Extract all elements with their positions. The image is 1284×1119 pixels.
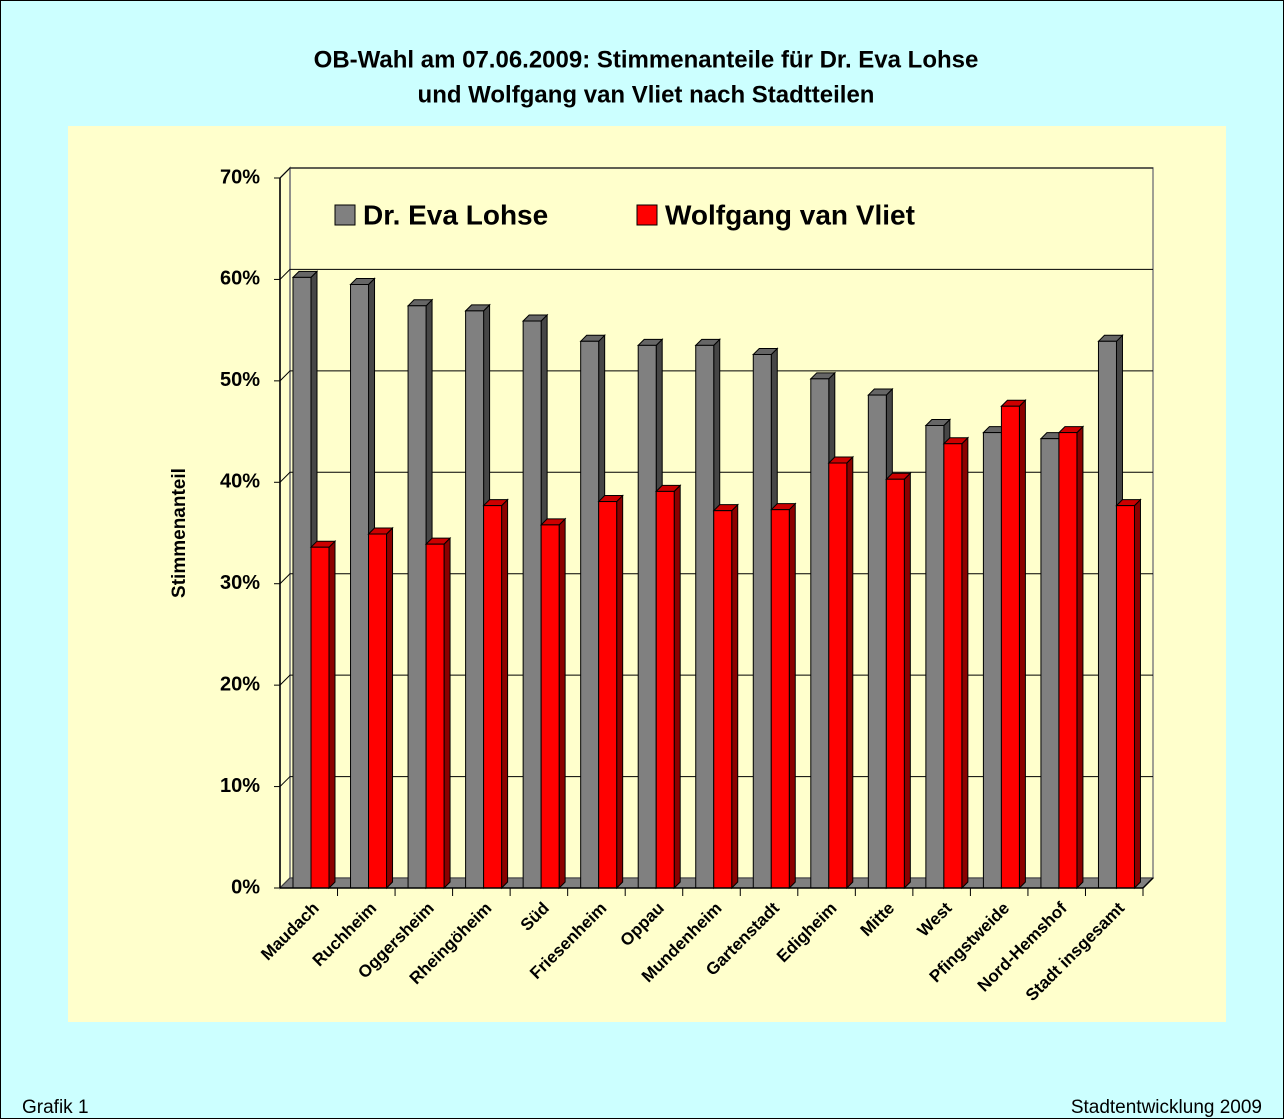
legend-swatch xyxy=(636,204,658,226)
y-tick-label: 30% xyxy=(220,572,260,594)
bar xyxy=(752,353,772,889)
chart-title: und Wolfgang van Vliet nach Stadtteilen xyxy=(418,81,875,108)
bar xyxy=(925,424,945,889)
grid-line xyxy=(279,471,1153,483)
grid-line xyxy=(279,268,1153,280)
grid-line xyxy=(279,167,1153,179)
bar xyxy=(465,310,485,889)
y-axis-label: Stimmenanteil xyxy=(169,468,190,598)
legend-label: Wolfgang van Vliet xyxy=(665,199,915,230)
x-axis-depth xyxy=(1142,877,1154,889)
bar xyxy=(1097,340,1117,889)
bar xyxy=(540,524,560,889)
y-tick-label: 60% xyxy=(220,268,260,290)
footer: Grafik 1 xyxy=(22,1097,89,1118)
bar xyxy=(407,305,427,889)
grid-line xyxy=(279,776,1153,787)
bar xyxy=(943,443,963,889)
bar xyxy=(770,509,790,889)
bar-side xyxy=(386,526,394,890)
y-tick-label: 40% xyxy=(220,471,260,493)
bar xyxy=(885,478,905,889)
bar-side xyxy=(558,517,566,890)
bar xyxy=(350,284,370,889)
bar xyxy=(1058,432,1078,889)
y-tick-label: 10% xyxy=(220,775,260,797)
y-tick-label: 20% xyxy=(220,673,260,695)
chart-title: OB-Wahl am 07.06.2009: Stimmenanteile fü… xyxy=(314,46,979,73)
bar-side xyxy=(903,472,911,890)
bar-side xyxy=(616,494,624,890)
bar-side xyxy=(961,436,969,890)
bar-side xyxy=(673,484,681,890)
grid-line xyxy=(279,573,1153,585)
legend-swatch xyxy=(334,204,356,226)
bar xyxy=(483,505,503,889)
bar xyxy=(425,543,445,889)
bar-side xyxy=(1018,399,1026,890)
bar xyxy=(695,344,715,889)
bar-side xyxy=(788,502,796,890)
grid-line xyxy=(279,370,1153,382)
bar xyxy=(655,490,675,889)
bar xyxy=(637,344,657,889)
y-tick-label: 0% xyxy=(231,876,260,898)
bar-side xyxy=(328,539,336,890)
bar xyxy=(580,340,600,889)
bar xyxy=(1000,405,1020,889)
bar xyxy=(1040,438,1060,889)
y-tick-label: 70% xyxy=(220,166,260,188)
bar xyxy=(598,501,618,889)
bar xyxy=(292,276,312,889)
bar-side xyxy=(1076,425,1084,890)
bar xyxy=(828,462,848,889)
bar xyxy=(713,510,733,889)
y-tick-label: 50% xyxy=(220,369,260,391)
bar xyxy=(810,378,830,889)
bar-side xyxy=(1133,498,1141,890)
bar xyxy=(982,432,1002,889)
bar xyxy=(867,394,887,889)
footer: Stadtentwicklung 2009 xyxy=(1071,1097,1262,1118)
bar-side xyxy=(501,498,509,890)
bar xyxy=(1115,505,1135,889)
bar-side xyxy=(731,503,739,890)
bar-side xyxy=(846,455,854,890)
bar-side xyxy=(443,536,451,890)
bar xyxy=(522,320,542,889)
bar xyxy=(368,533,388,889)
legend-label: Dr. Eva Lohse xyxy=(363,199,548,230)
bar xyxy=(310,546,330,889)
grid-line xyxy=(279,674,1153,686)
